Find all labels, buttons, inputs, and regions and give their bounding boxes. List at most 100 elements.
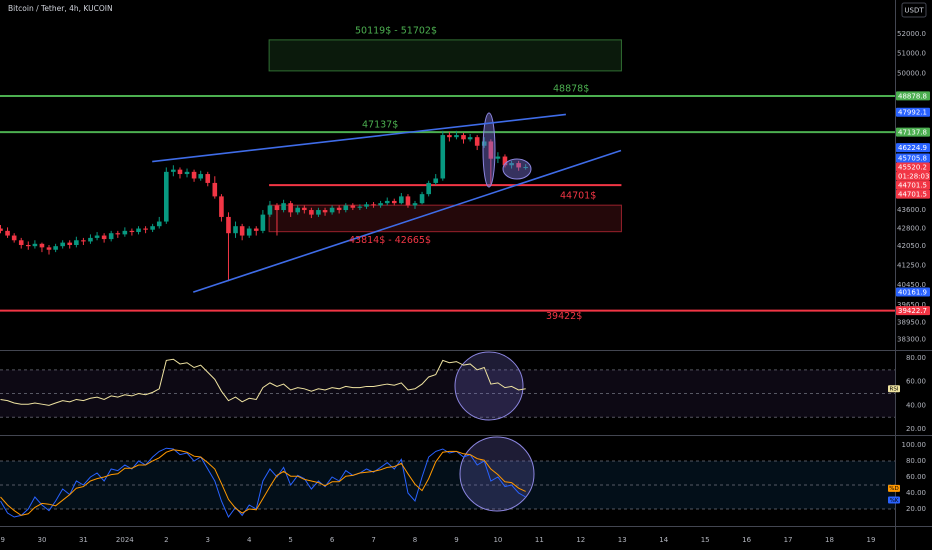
candle-body	[329, 207, 335, 213]
price-zone	[268, 39, 622, 72]
candle-body	[39, 243, 45, 248]
highlight-circle	[454, 351, 524, 421]
candle-body	[226, 216, 231, 234]
candle-body	[267, 205, 273, 215]
price-tag-label: 45705.8	[898, 154, 927, 162]
candle-body	[122, 230, 128, 235]
price-tag	[896, 162, 930, 172]
candle-body	[239, 226, 245, 236]
price-tag-label: 44701.5	[898, 191, 927, 199]
y-tick-label: 60.00	[906, 473, 926, 481]
candle-body	[212, 182, 218, 197]
candle-body	[184, 171, 190, 175]
x-tick-label: 18	[825, 536, 834, 544]
currency-label[interactable]: USDT	[904, 7, 924, 15]
y-tick-label: 80.00	[906, 354, 926, 362]
candle-body	[198, 174, 204, 179]
candle-body	[350, 205, 356, 208]
candle-body	[412, 203, 418, 206]
price-zone	[268, 204, 622, 233]
zone-label: 50119$ - 51702$	[355, 25, 437, 36]
x-tick-label: 13	[618, 536, 627, 544]
legend-tag	[888, 385, 900, 393]
candle-body	[115, 233, 121, 235]
highlight-ellipse	[502, 158, 532, 180]
x-tick-label: 5	[288, 536, 292, 544]
countdown-tag	[896, 171, 930, 181]
candle-body	[343, 205, 349, 211]
candle-body	[25, 244, 31, 247]
price-tag-label: 44701.5	[898, 182, 927, 190]
candle-body	[371, 204, 376, 206]
y-tick-label: 40.00	[906, 489, 926, 497]
candle-body	[322, 210, 328, 213]
candle-body	[0, 228, 3, 231]
level-label: 44701$	[560, 191, 596, 202]
candle-body	[101, 235, 107, 240]
y-tick-label: 80.00	[906, 457, 926, 465]
x-tick-label: 19	[866, 536, 875, 544]
candle-body	[53, 246, 58, 250]
countdown-label: 01:28:03	[898, 173, 929, 181]
candle-body	[502, 156, 508, 166]
candle-body	[316, 210, 321, 215]
candle-body	[88, 237, 93, 242]
x-tick-label: 31	[79, 536, 88, 544]
x-tick-label: 6	[330, 536, 335, 544]
candle-body	[488, 141, 494, 159]
candle-body	[81, 240, 86, 242]
x-tick-label: 4	[247, 536, 252, 544]
x-tick-label: 12	[576, 536, 585, 544]
candle-body	[405, 196, 411, 206]
candle-body	[94, 235, 100, 238]
price-tag-label: 39422.7	[898, 307, 927, 315]
indicator-line	[0, 358, 526, 406]
y-tick-label: 20.00	[906, 425, 926, 433]
x-tick-label: 29	[0, 536, 5, 544]
candle-body	[67, 242, 73, 245]
candle-body	[129, 230, 135, 233]
zone-label: 43814$ - 42665$	[349, 235, 431, 246]
candle-body	[454, 135, 459, 138]
candle-body	[219, 196, 224, 217]
y-tick-label: 38950.0	[897, 319, 926, 327]
y-tick-label: 51000.0	[897, 50, 926, 58]
candle-body	[461, 135, 466, 140]
trendline	[152, 113, 566, 163]
candle-body	[378, 203, 383, 206]
candle-body	[74, 240, 79, 245]
indicator-line	[0, 447, 526, 518]
currency-button[interactable]	[901, 2, 927, 18]
legend-label: %D	[889, 486, 898, 492]
trendline	[192, 149, 622, 293]
candle-body	[11, 235, 17, 241]
y-tick-label: 41250.0	[897, 261, 926, 269]
level-label: 39422$	[546, 311, 582, 322]
x-tick-label: 2024	[116, 536, 134, 544]
price-tag	[896, 107, 930, 117]
candle-body	[495, 156, 501, 159]
candle-body	[136, 228, 141, 233]
candle-body	[143, 228, 148, 230]
price-tag	[896, 189, 930, 199]
highlight-ellipse	[482, 112, 496, 188]
level-label: 48878$	[553, 83, 589, 94]
candle-body	[177, 169, 183, 175]
candle-body	[426, 182, 431, 195]
x-tick-label: 9	[454, 536, 458, 544]
candle-body	[46, 247, 52, 250]
candle-body	[302, 207, 307, 211]
symbol-title: Bitcoin / Tether, 4h, KUCOIN	[8, 4, 113, 13]
candle-body	[364, 204, 369, 207]
candle-body	[474, 137, 480, 146]
candle-body	[336, 207, 342, 211]
x-tick-label: 14	[659, 536, 668, 544]
candle-body	[205, 174, 211, 183]
x-tick-label: 15	[701, 536, 710, 544]
legend-label: RSI	[890, 387, 899, 393]
y-tick-label: 42800.0	[897, 225, 926, 233]
candle-body	[309, 210, 314, 215]
x-tick-label: 2	[164, 536, 168, 544]
